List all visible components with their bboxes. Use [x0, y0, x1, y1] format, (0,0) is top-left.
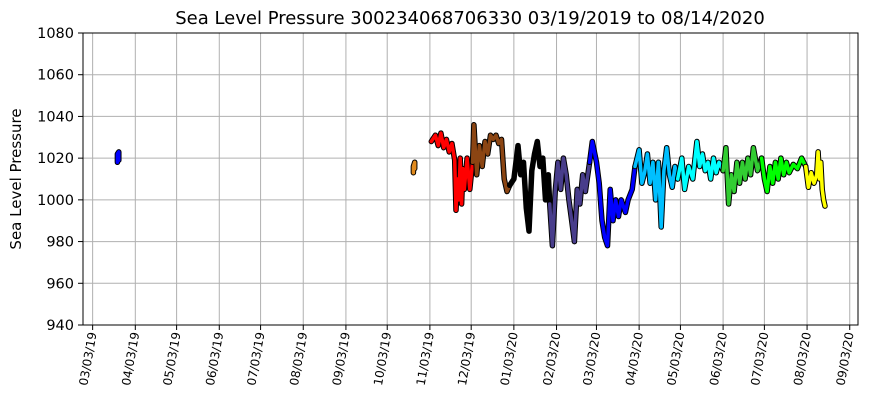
series-line	[803, 150, 827, 208]
y-tick-label: 980	[46, 235, 74, 251]
series-layer	[114, 122, 828, 249]
series	[802, 149, 828, 209]
series-line	[759, 156, 808, 194]
chart-title: Sea Level Pressure 300234068706330 03/19…	[175, 8, 765, 29]
x-tick-label: 07/03/20	[748, 331, 771, 387]
series	[758, 155, 809, 195]
series-line	[470, 123, 512, 194]
series	[674, 138, 726, 193]
x-tick-label: 06/03/19	[203, 331, 226, 387]
x-tick-label: 09/03/19	[330, 331, 353, 387]
y-axis-label: Sea Level Pressure	[7, 108, 25, 249]
series	[506, 138, 553, 234]
x-tick-label: 02/03/20	[540, 331, 563, 387]
x-tick-label: 10/03/19	[371, 331, 394, 387]
series-line	[507, 139, 552, 233]
x-tick-label: 06/03/20	[707, 331, 730, 387]
x-tick-label: 04/03/20	[623, 331, 646, 387]
series	[586, 138, 638, 249]
series	[546, 155, 593, 249]
series	[469, 122, 513, 195]
y-tick-label: 940	[46, 318, 74, 334]
y-tick-label: 1060	[37, 68, 74, 84]
x-tick-label: 07/03/19	[244, 331, 267, 387]
x-tick-label: 04/03/19	[119, 331, 142, 387]
x-tick-label: 11/03/19	[414, 331, 437, 387]
y-tick-label: 1020	[37, 151, 74, 167]
x-tick-label: 08/03/20	[791, 331, 814, 387]
x-tick-label: 08/03/19	[287, 331, 310, 387]
y-tick-label: 1080	[37, 26, 74, 42]
series-line	[721, 145, 764, 206]
series	[632, 144, 681, 230]
x-tick-label: 12/03/19	[455, 331, 478, 387]
x-tick-label: 03/03/20	[580, 331, 603, 387]
series-line	[547, 156, 592, 248]
y-tick-label: 1040	[37, 109, 74, 125]
y-axis: 940 960 980 1000 1020 1040 1060 1080	[37, 26, 83, 334]
series	[720, 144, 765, 207]
series	[114, 149, 122, 166]
series	[410, 159, 418, 176]
x-tick-label: 03/03/19	[76, 331, 99, 387]
x-axis: 03/03/19 04/03/19 05/03/19 06/03/19 07/03/19…	[76, 325, 857, 387]
series	[428, 130, 476, 214]
series-line	[115, 150, 121, 165]
x-tick-label: 05/03/20	[664, 331, 687, 387]
series-line	[411, 160, 417, 175]
y-tick-label: 960	[46, 276, 74, 292]
x-tick-label: 09/03/20	[834, 331, 857, 387]
x-tick-label: 05/03/19	[160, 331, 183, 387]
x-tick-label: 01/03/20	[498, 331, 521, 387]
plot-frame	[82, 32, 859, 326]
series-line	[633, 145, 680, 229]
y-tick-label: 1000	[37, 193, 74, 209]
series-line	[587, 139, 637, 248]
series-line	[429, 131, 475, 213]
series-line	[675, 139, 725, 192]
